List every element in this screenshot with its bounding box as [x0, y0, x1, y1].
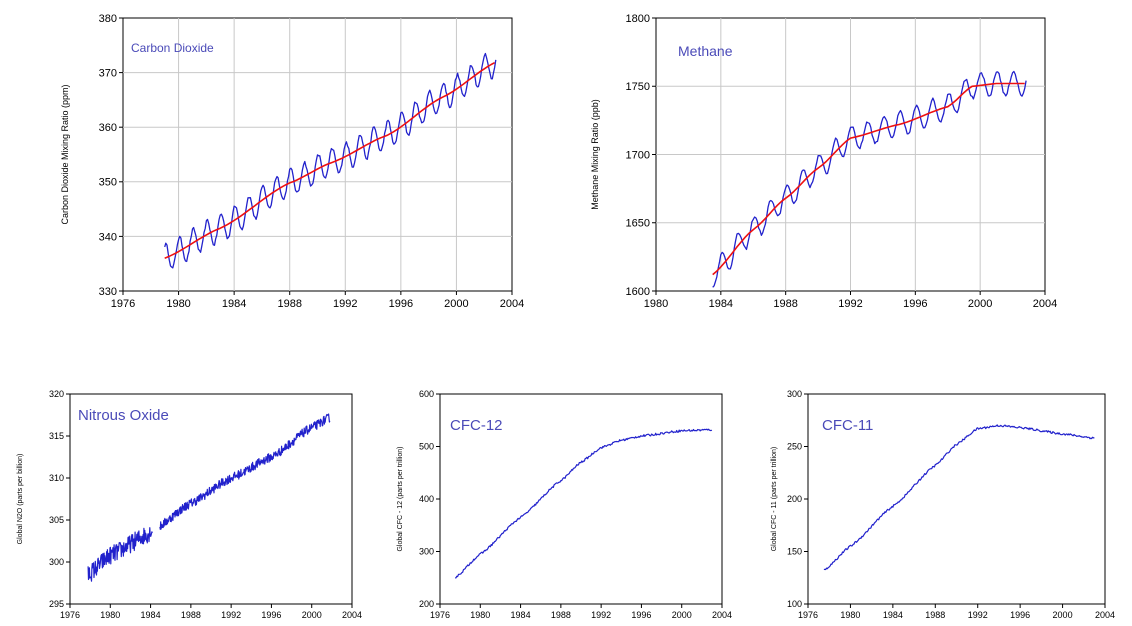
y-tick-label: 400 [419, 494, 434, 504]
trend-line [712, 82, 1025, 276]
x-tick-label: 1988 [277, 298, 301, 310]
y-tick-label: 1650 [626, 218, 650, 230]
y-tick-label: 100 [787, 599, 802, 609]
y-tick-label: 200 [419, 599, 434, 609]
y-axis-title: Global N2O (parts per billion) [17, 454, 24, 545]
x-tick-label: 1984 [222, 298, 246, 310]
y-axis-title: Methane Mixing Ratio (ppb) [590, 99, 600, 210]
y-tick-label: 200 [787, 494, 802, 504]
x-tick-label: 1996 [631, 610, 651, 620]
chart-title: CFC-11 [822, 417, 873, 434]
y-tick-label: 300 [49, 557, 64, 567]
chart-cfc-11: 1976 1980 1984 1988 1992 1996 2000 2004 100 150 20… [771, 389, 1115, 620]
y-tick-label: 600 [419, 389, 434, 399]
x-tick-label: 2004 [500, 298, 524, 310]
x-tick-label: 1996 [1010, 610, 1030, 620]
y-tick-label: 250 [787, 442, 802, 452]
series-line [712, 70, 1027, 288]
chart-title: CFC-12 [450, 417, 503, 434]
x-tick-label: 1980 [166, 298, 190, 310]
series-line [455, 428, 713, 579]
x-tick-label: 1976 [111, 298, 135, 310]
chart-cfc-12: 1976 1980 1984 1988 1992 1996 2000 2004 200 300 40… [397, 389, 732, 620]
x-tick-label: 1976 [430, 610, 450, 620]
x-tick-label: 1988 [773, 298, 797, 310]
plot-area [69, 393, 353, 605]
x-tick-label: 1984 [883, 610, 903, 620]
chart-carbon-dioxide: 1976 1980 1984 1988 1992 1996 2000 2004 330 340 35… [60, 13, 524, 310]
chart-nitrous-oxide: 1976 1980 1984 1988 1992 1996 2000 2004 295 300 30… [17, 389, 362, 620]
x-tick-label: 1996 [903, 298, 927, 310]
series-line [164, 52, 497, 269]
y-tick-label: 1700 [626, 149, 650, 161]
y-axis-title: Global CFC - 11 (parts per trillion) [771, 447, 778, 552]
y-tick-label: 310 [49, 473, 64, 483]
x-tick-label: 1996 [389, 298, 413, 310]
y-tick-label: 150 [787, 547, 802, 557]
x-tick-label: 1980 [840, 610, 860, 620]
series-line [823, 424, 1095, 571]
x-tick-label: 1988 [925, 610, 945, 620]
x-tick-label: 1976 [798, 610, 818, 620]
y-tick-label: 305 [49, 515, 64, 525]
x-tick-label: 1996 [261, 610, 281, 620]
y-tick-label: 330 [99, 286, 117, 298]
y-axis-title: Carbon Dioxide Mixing Ratio (ppm) [60, 84, 70, 224]
x-tick-label: 1992 [968, 610, 988, 620]
x-tick-label: 2000 [968, 298, 992, 310]
y-tick-label: 380 [99, 13, 117, 25]
y-tick-label: 1600 [626, 286, 650, 298]
x-tick-label: 2000 [672, 610, 692, 620]
x-tick-label: 1980 [470, 610, 490, 620]
y-tick-label: 350 [99, 177, 117, 189]
chart-title: Carbon Dioxide [131, 41, 214, 55]
y-tick-label: 300 [787, 389, 802, 399]
x-tick-label: 1988 [181, 610, 201, 620]
x-tick-label: 2000 [444, 298, 468, 310]
y-tick-label: 370 [99, 67, 117, 79]
x-tick-label: 1992 [221, 610, 241, 620]
x-tick-label: 1984 [709, 298, 733, 310]
y-tick-label: 1800 [626, 13, 650, 25]
x-tick-label: 1980 [100, 610, 120, 620]
plot-area [439, 393, 723, 605]
x-tick-label: 1984 [141, 610, 161, 620]
y-tick-label: 315 [49, 431, 64, 441]
y-tick-label: 500 [419, 442, 434, 452]
x-tick-label: 2000 [302, 610, 322, 620]
x-tick-label: 1988 [551, 610, 571, 620]
x-tick-label: 2004 [1095, 610, 1115, 620]
x-tick-label: 2004 [1033, 298, 1057, 310]
series-line [87, 413, 331, 582]
y-tick-label: 360 [99, 122, 117, 134]
y-tick-label: 1750 [626, 81, 650, 93]
x-tick-label: 1992 [838, 298, 862, 310]
y-tick-label: 300 [419, 547, 434, 557]
y-tick-label: 320 [49, 389, 64, 399]
x-tick-label: 2000 [1053, 610, 1073, 620]
x-tick-label: 2004 [712, 610, 732, 620]
x-tick-label: 1984 [511, 610, 531, 620]
y-tick-label: 340 [99, 231, 117, 243]
chart-title: Methane [678, 43, 733, 59]
x-tick-label: 2004 [342, 610, 362, 620]
x-tick-label: 1980 [644, 298, 668, 310]
y-tick-label: 295 [49, 599, 64, 609]
chart-title: Nitrous Oxide [78, 407, 169, 424]
plot-area [807, 393, 1106, 605]
trend-line [164, 61, 495, 259]
y-axis-title: Global CFC - 12 (parts per trillion) [397, 446, 404, 551]
x-tick-label: 1992 [591, 610, 611, 620]
chart-methane: 1980 1984 1988 1992 1996 2000 2004 1600 1650 1700… [590, 13, 1057, 310]
x-tick-label: 1992 [333, 298, 357, 310]
x-tick-label: 1976 [60, 610, 80, 620]
